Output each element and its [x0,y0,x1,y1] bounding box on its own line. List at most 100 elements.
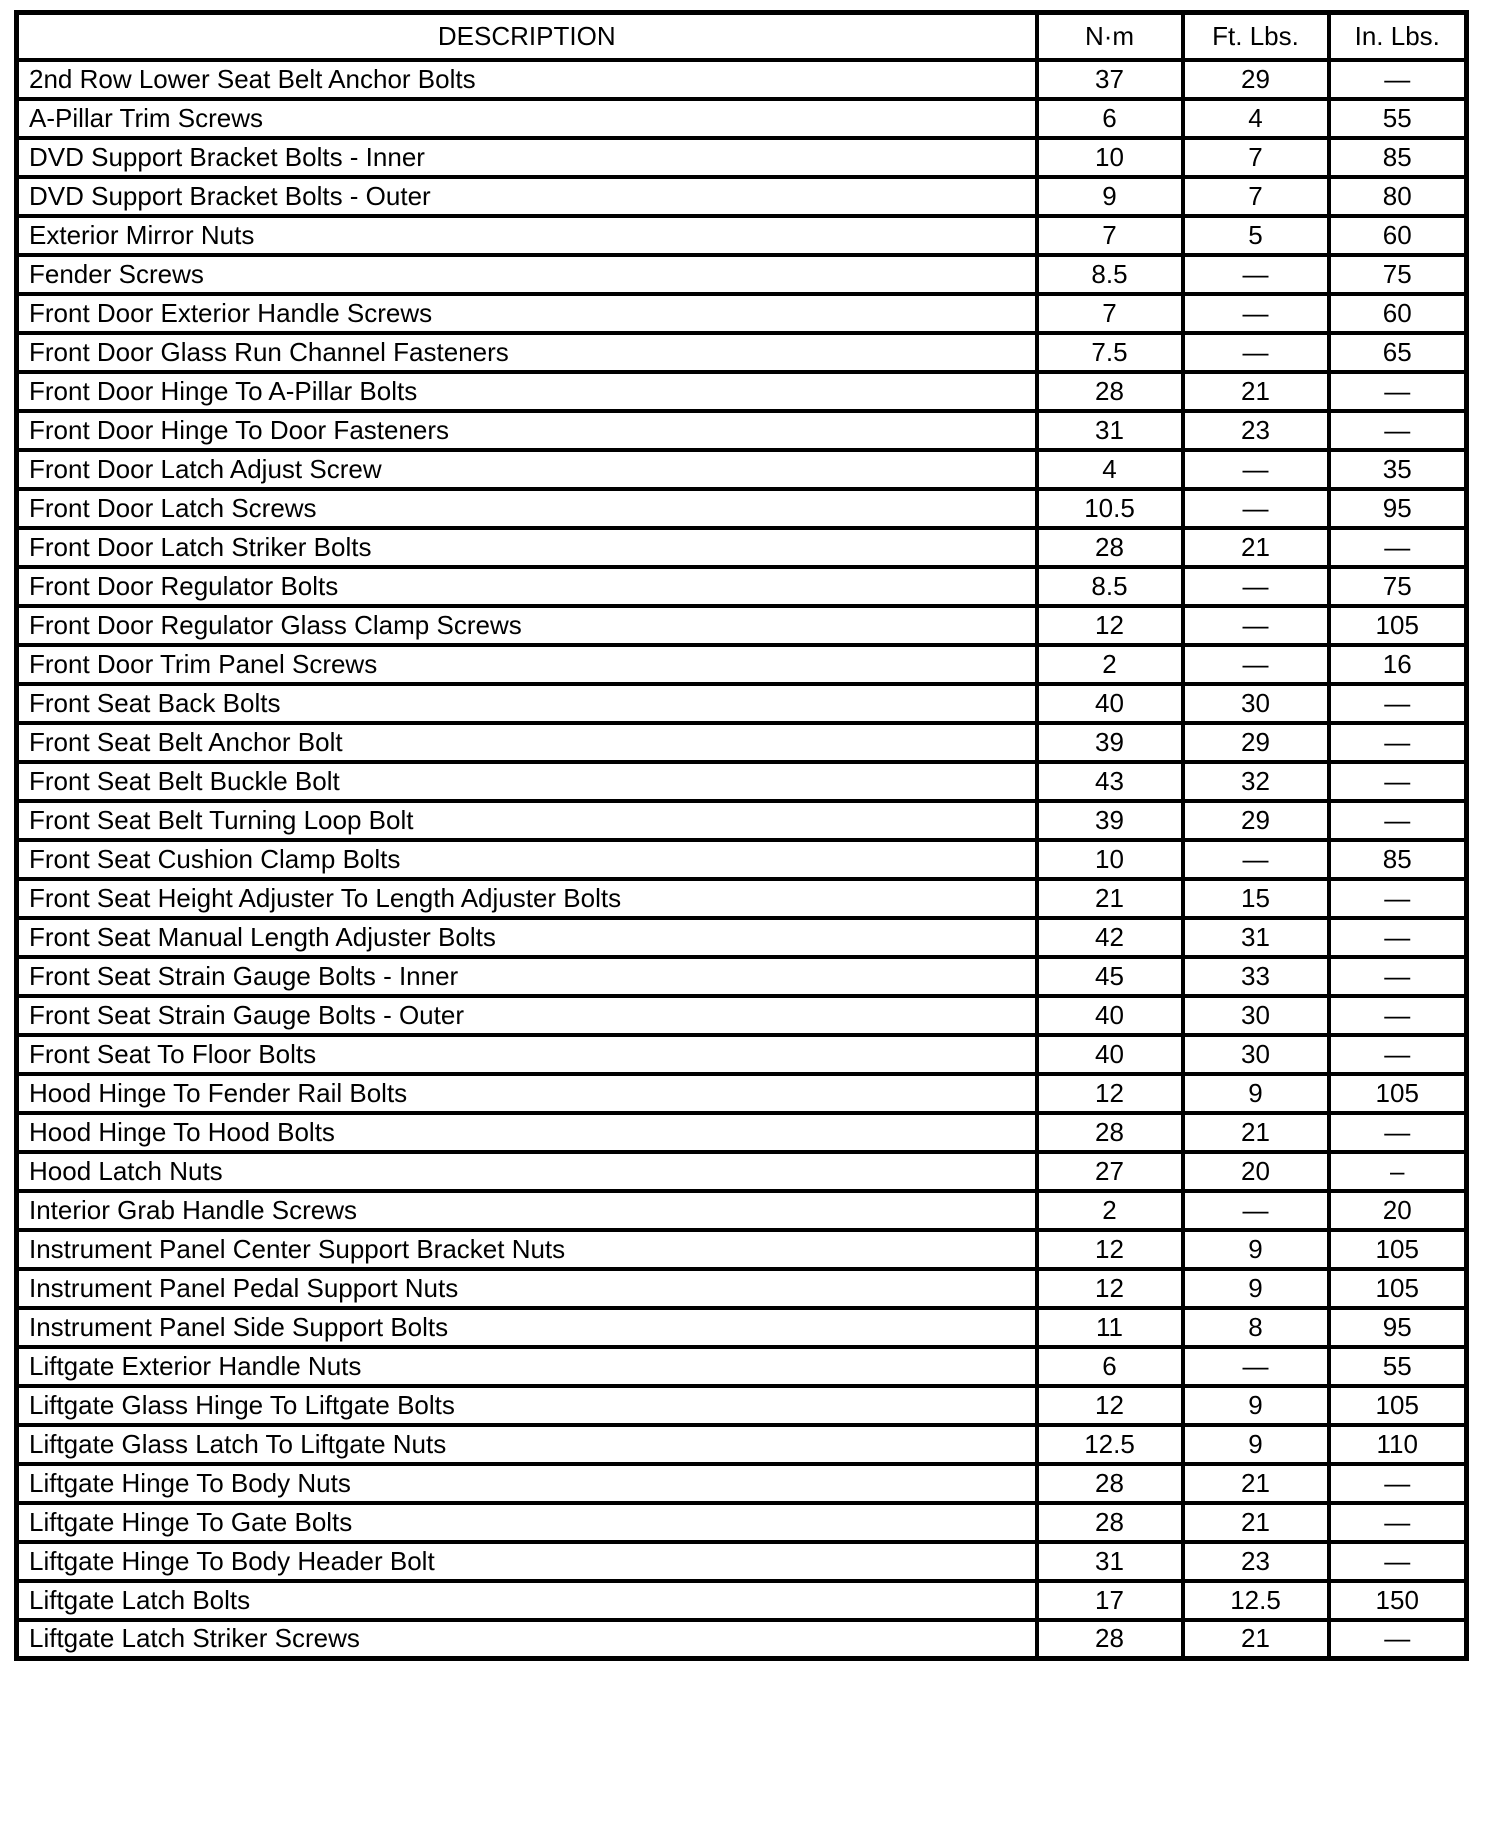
ft-lbs-value-cell: 9 [1180,1266,1331,1310]
table-row: DVD Support Bracket Bolts - Outer 9 7 80 [14,174,1469,218]
description-cell: Front Seat To Floor Bolts [14,1032,1039,1076]
table-row: Front Seat Cushion Clamp Bolts 10 — 85 [14,837,1469,881]
in-lbs-value-cell: — [1326,1539,1469,1583]
in-lbs-value-cell: 105 [1326,1227,1469,1271]
table-row: Instrument Panel Pedal Support Nuts 12 9… [14,1266,1469,1310]
description-cell: Front Door Glass Run Channel Fasteners [14,330,1039,374]
table-row: Front Door Latch Screws 10.5 — 95 [14,486,1469,530]
in-lbs-value-cell: 55 [1326,1344,1469,1388]
header-ft-lbs: Ft. Lbs. [1180,10,1331,62]
nm-value-cell: 17 [1034,1578,1185,1622]
description-cell: Fender Screws [14,252,1039,296]
description-cell: Front Door Latch Adjust Screw [14,447,1039,491]
nm-value-cell: 43 [1034,759,1185,803]
ft-lbs-value-cell: 23 [1180,408,1331,452]
in-lbs-value-cell: 85 [1326,135,1469,179]
table-row: Liftgate Latch Bolts 17 12.5 150 [14,1578,1469,1622]
nm-value-cell: 12 [1034,603,1185,647]
nm-value-cell: 4 [1034,447,1185,491]
in-lbs-value-cell: 95 [1326,486,1469,530]
ft-lbs-value-cell: 31 [1180,915,1331,959]
description-cell: Liftgate Glass Hinge To Liftgate Bolts [14,1383,1039,1427]
table-row: Front Seat Strain Gauge Bolts - Outer 40… [14,993,1469,1037]
in-lbs-value-cell: 16 [1326,642,1469,686]
table-row: Front Seat Belt Turning Loop Bolt 39 29 … [14,798,1469,842]
in-lbs-value-cell: — [1326,1500,1469,1544]
in-lbs-value-cell: 60 [1326,213,1469,257]
table-row: Front Door Exterior Handle Screws 7 — 60 [14,291,1469,335]
in-lbs-value-cell: 80 [1326,174,1469,218]
table-row: Liftgate Hinge To Gate Bolts 28 21 — [14,1500,1469,1544]
table-row: Hood Latch Nuts 27 20 – [14,1149,1469,1193]
table-row: Liftgate Glass Hinge To Liftgate Bolts 1… [14,1383,1469,1427]
in-lbs-value-cell: 105 [1326,1383,1469,1427]
description-cell: Front Door Hinge To A-Pillar Bolts [14,369,1039,413]
description-cell: Front Seat Belt Anchor Bolt [14,720,1039,764]
nm-value-cell: 31 [1034,1539,1185,1583]
in-lbs-value-cell: 75 [1326,252,1469,296]
nm-value-cell: 10 [1034,135,1185,179]
description-cell: Front Door Latch Screws [14,486,1039,530]
torque-spec-table: DESCRIPTION N·m Ft. Lbs. In. Lbs. 2nd Ro… [14,10,1469,1661]
nm-value-cell: 39 [1034,720,1185,764]
description-cell: Front Seat Manual Length Adjuster Bolts [14,915,1039,959]
in-lbs-value-cell: 20 [1326,1188,1469,1232]
description-cell: Instrument Panel Center Support Bracket … [14,1227,1039,1271]
in-lbs-value-cell: — [1326,525,1469,569]
ft-lbs-value-cell: 12.5 [1180,1578,1331,1622]
description-cell: Front Door Regulator Bolts [14,564,1039,608]
nm-value-cell: 9 [1034,174,1185,218]
in-lbs-value-cell: — [1326,1110,1469,1154]
description-cell: Liftgate Latch Bolts [14,1578,1039,1622]
header-nm: N·m [1034,10,1185,62]
ft-lbs-value-cell: — [1180,330,1331,374]
nm-value-cell: 40 [1034,1032,1185,1076]
ft-lbs-value-cell: — [1180,1344,1331,1388]
description-cell: Front Door Hinge To Door Fasteners [14,408,1039,452]
in-lbs-value-cell: — [1326,876,1469,920]
table-row: Liftgate Hinge To Body Header Bolt 31 23… [14,1539,1469,1583]
ft-lbs-value-cell: 9 [1180,1383,1331,1427]
description-cell: Liftgate Hinge To Gate Bolts [14,1500,1039,1544]
nm-value-cell: 45 [1034,954,1185,998]
ft-lbs-value-cell: 8 [1180,1305,1331,1349]
ft-lbs-value-cell: 9 [1180,1071,1331,1115]
nm-value-cell: 12 [1034,1227,1185,1271]
in-lbs-value-cell: — [1326,681,1469,725]
description-cell: Front Seat Strain Gauge Bolts - Inner [14,954,1039,998]
table-row: 2nd Row Lower Seat Belt Anchor Bolts 37 … [14,57,1469,101]
nm-value-cell: 40 [1034,993,1185,1037]
table-row: Liftgate Glass Latch To Liftgate Nuts 12… [14,1422,1469,1466]
ft-lbs-value-cell: — [1180,564,1331,608]
in-lbs-value-cell: — [1326,1461,1469,1505]
ft-lbs-value-cell: 7 [1180,174,1331,218]
nm-value-cell: 42 [1034,915,1185,959]
header-description: DESCRIPTION [14,10,1039,62]
in-lbs-value-cell: 55 [1326,96,1469,140]
table-row: Front Door Hinge To Door Fasteners 31 23… [14,408,1469,452]
nm-value-cell: 28 [1034,525,1185,569]
in-lbs-value-cell: — [1326,57,1469,101]
table-row: Front Seat Manual Length Adjuster Bolts … [14,915,1469,959]
description-cell: Liftgate Exterior Handle Nuts [14,1344,1039,1388]
description-cell: Front Seat Height Adjuster To Length Adj… [14,876,1039,920]
in-lbs-value-cell: — [1326,759,1469,803]
ft-lbs-value-cell: 30 [1180,993,1331,1037]
ft-lbs-value-cell: 21 [1180,1500,1331,1544]
nm-value-cell: 2 [1034,1188,1185,1232]
nm-value-cell: 28 [1034,1110,1185,1154]
table-row: Front Seat Height Adjuster To Length Adj… [14,876,1469,920]
table-row: Interior Grab Handle Screws 2 — 20 [14,1188,1469,1232]
header-in-lbs: In. Lbs. [1326,10,1469,62]
table-row: Exterior Mirror Nuts 7 5 60 [14,213,1469,257]
table-row: Hood Hinge To Hood Bolts 28 21 — [14,1110,1469,1154]
ft-lbs-value-cell: — [1180,447,1331,491]
ft-lbs-value-cell: — [1180,603,1331,647]
nm-value-cell: 6 [1034,96,1185,140]
table-row: Front Seat To Floor Bolts 40 30 — [14,1032,1469,1076]
ft-lbs-value-cell: — [1180,486,1331,530]
table-row: Fender Screws 8.5 — 75 [14,252,1469,296]
description-cell: Hood Latch Nuts [14,1149,1039,1193]
ft-lbs-value-cell: 33 [1180,954,1331,998]
